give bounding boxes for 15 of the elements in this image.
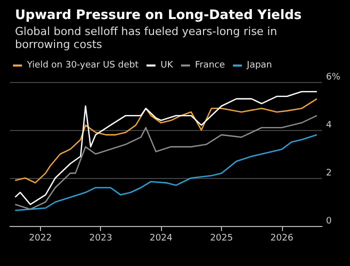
legend-label: Yield on 30-year US debt	[26, 60, 139, 70]
y-tick-label: 4	[326, 120, 332, 130]
x-tick-label: 2022	[28, 234, 52, 244]
y-tick-label: 2	[326, 168, 332, 178]
legend-label: Japan	[246, 60, 272, 70]
x-tick-label: 2025	[210, 234, 233, 244]
x-tick-label: 2026	[270, 234, 294, 244]
x-tick-label: 2024	[150, 234, 173, 244]
chart-title: Upward Pressure on Long-Dated Yields	[15, 8, 302, 23]
y-tick-label: 0	[326, 216, 332, 226]
chart-subtitle: Global bond selloff has fueled years-long rise in borrowing costs	[15, 25, 281, 51]
legend-label: France	[194, 60, 226, 70]
x-tick-label: 2023	[89, 234, 112, 244]
y-tick-label: 6%	[326, 72, 341, 82]
legend-label: UK	[160, 60, 174, 70]
